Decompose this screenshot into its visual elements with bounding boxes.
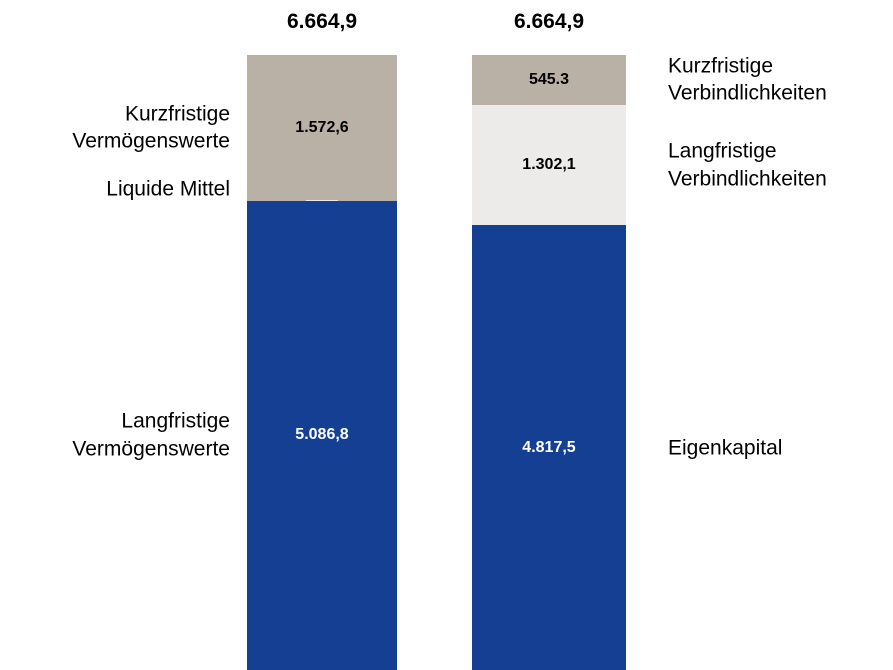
segment-name: Kurzfristige Verbindlichkeiten (668, 54, 827, 106)
bar-segment (472, 55, 626, 106)
total-label: 6.664,9 (286, 10, 358, 33)
bar-segment (472, 225, 626, 670)
segment-name: Langfristige Verbindlichkeiten (668, 140, 827, 191)
total-label: 6.664,9 (513, 10, 585, 33)
segment-name: Kurzfristige Vermögenswerte (72, 102, 230, 153)
bar-segment (472, 105, 626, 226)
value-label: 1.572,6 (295, 118, 349, 136)
segment-name: Eigenkapital (668, 436, 783, 460)
bar-segment (247, 55, 397, 201)
bar-segment (247, 200, 397, 670)
segment-name: Liquide Mittel (106, 176, 230, 200)
value-label: 1.302,1 (522, 156, 576, 174)
value-label: 4.817,5 (522, 438, 576, 456)
value-label: 545.3 (528, 71, 570, 89)
segment-name: Langfristige Vermögenswerte (72, 410, 230, 461)
value-label: 5.086,8 (295, 426, 349, 444)
